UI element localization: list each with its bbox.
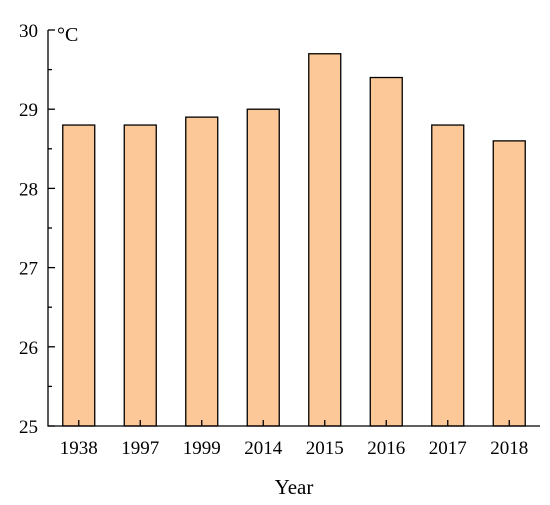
- x-tick-label-2016: 2016: [367, 438, 405, 459]
- x-tick-label-2015: 2015: [306, 438, 344, 459]
- y-tick-label-28: 28: [19, 179, 38, 200]
- x-tick-label-1999: 1999: [183, 438, 221, 459]
- axes-frame: [47, 30, 540, 427]
- bar-1999: [185, 116, 219, 427]
- bars-group: [62, 53, 526, 427]
- bar-2017: [431, 124, 465, 427]
- bar-2015: [308, 53, 342, 427]
- x-tick-label-2018: 2018: [490, 438, 528, 459]
- bar-2018: [492, 140, 526, 427]
- bar-1938: [62, 124, 96, 427]
- y-unit-label: °C: [57, 24, 78, 46]
- bar-1997: [123, 124, 157, 427]
- x-axis-ticks: 1938 1997 1999 2014 2015 2016 2017 2018: [60, 420, 528, 459]
- y-tick-label-27: 27: [19, 259, 38, 280]
- bar-2014: [246, 108, 280, 427]
- y-tick-label-29: 29: [19, 100, 38, 121]
- x-tick-label-2017: 2017: [429, 438, 467, 459]
- y-tick-label-30: 30: [19, 21, 38, 42]
- x-tick-label-2014: 2014: [244, 438, 283, 459]
- x-axis-title: Year: [275, 475, 314, 499]
- y-tick-label-25: 25: [19, 417, 38, 438]
- y-tick-label-26: 26: [19, 338, 38, 359]
- y-axis-ticks: 25 26 27 28 29 30: [19, 21, 55, 438]
- x-tick-label-1997: 1997: [121, 438, 159, 459]
- bar-2016: [369, 76, 403, 427]
- x-tick-label-1938: 1938: [60, 438, 98, 459]
